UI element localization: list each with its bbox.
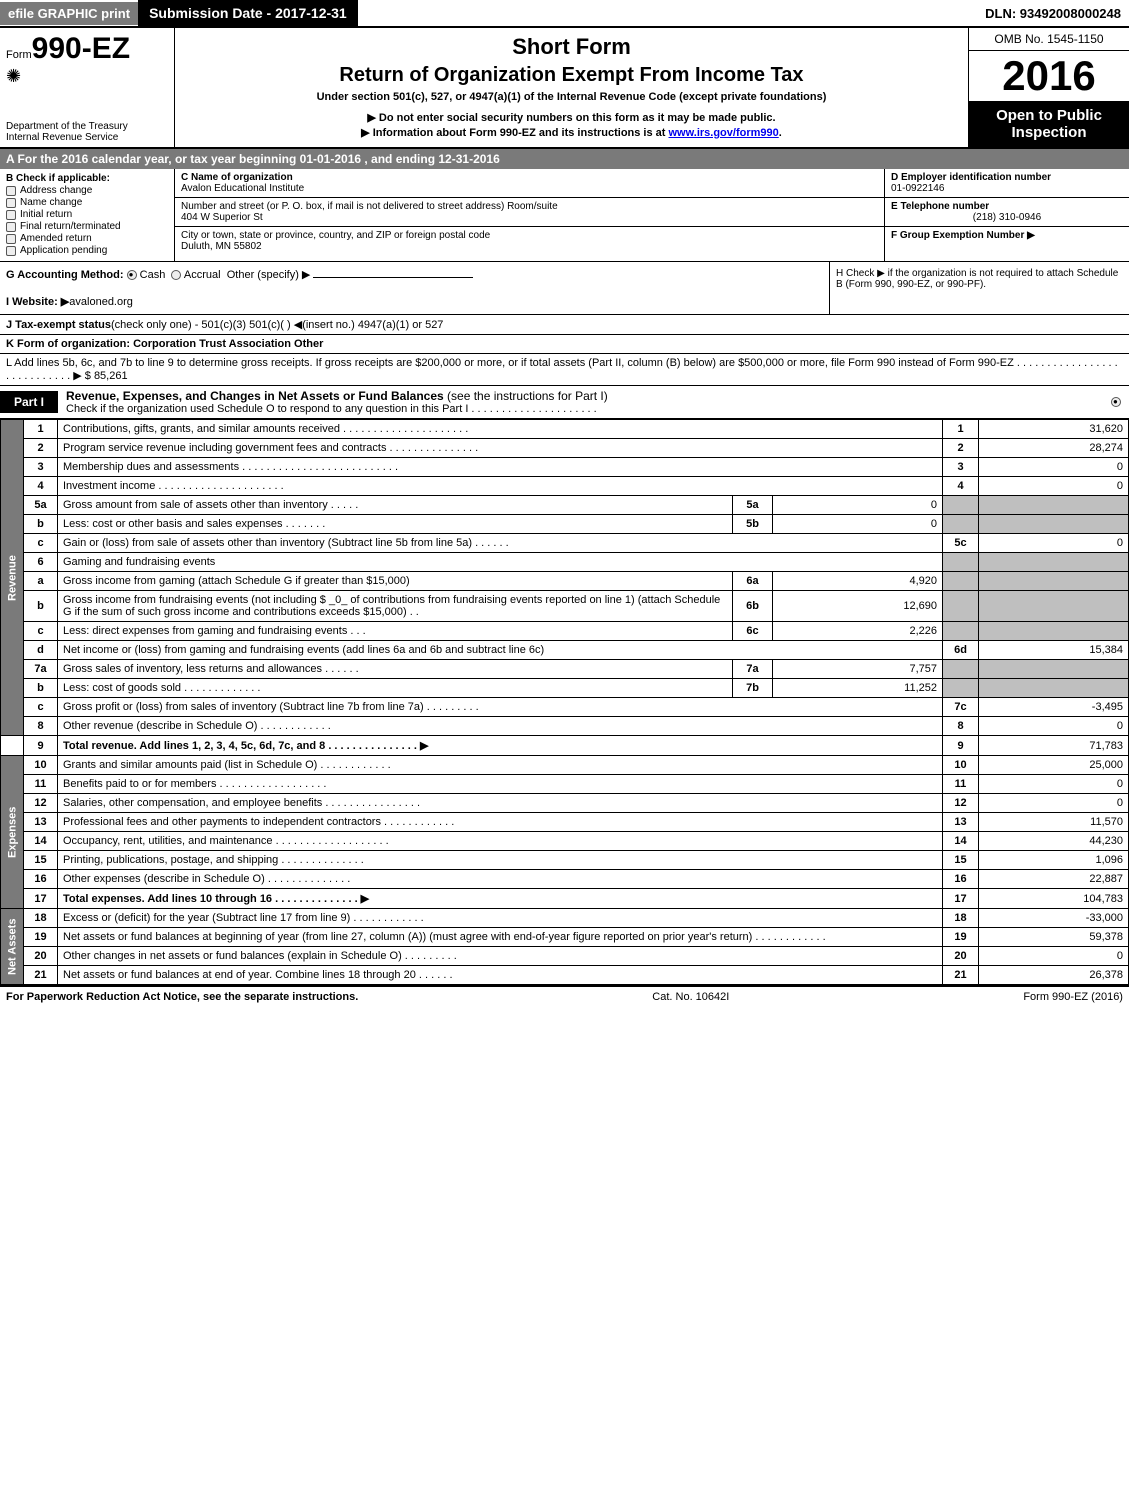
header-mid: Short Form Return of Organization Exempt… (175, 28, 969, 147)
org-name: Avalon Educational Institute (181, 183, 304, 194)
form-title: Return of Organization Exempt From Incom… (185, 64, 958, 87)
chk-application-pending[interactable] (6, 246, 16, 256)
c-label: C Name of organization (181, 172, 293, 183)
row-l: L Add lines 5b, 6c, and 7b to line 9 to … (0, 354, 1129, 385)
row-j: J Tax-exempt status(check only one) - 50… (0, 315, 1129, 335)
chk-name-change[interactable] (6, 198, 16, 208)
footer-left: For Paperwork Reduction Act Notice, see … (6, 991, 358, 1003)
top-bar: efile GRAPHIC print Submission Date - 20… (0, 0, 1129, 28)
chk-schedule-o[interactable] (1111, 397, 1121, 407)
submission-date: Submission Date - 2017-12-31 (138, 0, 358, 26)
telephone: (218) 310-0946 (891, 212, 1123, 223)
instr-info: ▶ Information about Form 990-EZ and its … (185, 126, 958, 139)
side-revenue: Revenue (1, 420, 24, 736)
side-expenses: Expenses (1, 756, 24, 909)
chk-initial-return[interactable] (6, 210, 16, 220)
footer-form: Form 990-EZ (2016) (1023, 991, 1123, 1003)
form-number: 990-EZ (32, 32, 130, 65)
part-1-header: Part I Revenue, Expenses, and Changes in… (0, 385, 1129, 419)
form-subtitle: Under section 501(c), 527, or 4947(a)(1)… (185, 91, 958, 103)
row-gh: G Accounting Method: Cash Accrual Other … (0, 262, 1129, 315)
section-bcdef: B Check if applicable: Address change Na… (0, 169, 1129, 262)
g-label: G Accounting Method: (6, 269, 124, 281)
instr-ssn: ▶ Do not enter social security numbers o… (185, 111, 958, 124)
part-1-table: Revenue 1 Contributions, gifts, grants, … (0, 419, 1129, 985)
e-label: E Telephone number (891, 201, 989, 212)
tax-year: 2016 (969, 51, 1129, 101)
website-link[interactable]: avaloned.org (69, 296, 133, 308)
irs-form990-link[interactable]: www.irs.gov/form990 (669, 127, 779, 139)
org-city: Duluth, MN 55802 (181, 241, 262, 252)
d-label: D Employer identification number (891, 172, 1051, 183)
col-b-checkboxes: B Check if applicable: Address change Na… (0, 169, 175, 261)
form-prefix: Form (6, 49, 32, 61)
g-other-input[interactable] (313, 277, 473, 278)
header-right: OMB No. 1545-1150 2016 Open to PublicIns… (969, 28, 1129, 147)
form-header: Form990-EZ ✺ Department of the Treasury … (0, 28, 1129, 149)
omb-number: OMB No. 1545-1150 (969, 28, 1129, 51)
dept-treasury: Department of the Treasury (6, 121, 168, 132)
org-street: 404 W Superior St (181, 212, 263, 223)
h-text: H Check ▶ if the organization is not req… (836, 268, 1118, 290)
i-label: I Website: ▶ (6, 296, 69, 308)
col-def: D Employer identification number 01-0922… (884, 169, 1129, 261)
chk-final-return[interactable] (6, 222, 16, 232)
open-to-public: Open to PublicInspection (969, 101, 1129, 147)
row-k: K Form of organization: Corporation Trus… (0, 335, 1129, 354)
row-a-tax-year: A For the 2016 calendar year, or tax yea… (0, 149, 1129, 169)
page-footer: For Paperwork Reduction Act Notice, see … (0, 985, 1129, 1007)
col-h: H Check ▶ if the organization is not req… (829, 262, 1129, 314)
col-g: G Accounting Method: Cash Accrual Other … (0, 262, 829, 314)
side-net-assets: Net Assets (1, 909, 24, 985)
part-1-tab: Part I (0, 391, 58, 413)
addr-label: Number and street (or P. O. box, if mail… (181, 201, 558, 212)
dept-irs: Internal Revenue Service (6, 132, 168, 143)
footer-cat: Cat. No. 10642I (652, 991, 729, 1003)
chk-cash[interactable] (127, 270, 137, 280)
part-1-title: Revenue, Expenses, and Changes in Net As… (58, 386, 616, 418)
short-form-title: Short Form (185, 34, 958, 60)
chk-accrual[interactable] (171, 270, 181, 280)
col-cde: C Name of organization Avalon Educationa… (175, 169, 884, 261)
b-label: B Check if applicable: (6, 173, 168, 184)
chk-address-change[interactable] (6, 186, 16, 196)
irs-seal-icon: ✺ (6, 66, 168, 87)
ein: 01-0922146 (891, 183, 944, 194)
city-label: City or town, state or province, country… (181, 230, 490, 241)
dln: DLN: 93492008000248 (977, 2, 1129, 25)
chk-amended-return[interactable] (6, 234, 16, 244)
efile-print-button[interactable]: efile GRAPHIC print (0, 2, 138, 25)
f-label: F Group Exemption Number ▶ (891, 230, 1035, 241)
header-left: Form990-EZ ✺ Department of the Treasury … (0, 28, 175, 147)
